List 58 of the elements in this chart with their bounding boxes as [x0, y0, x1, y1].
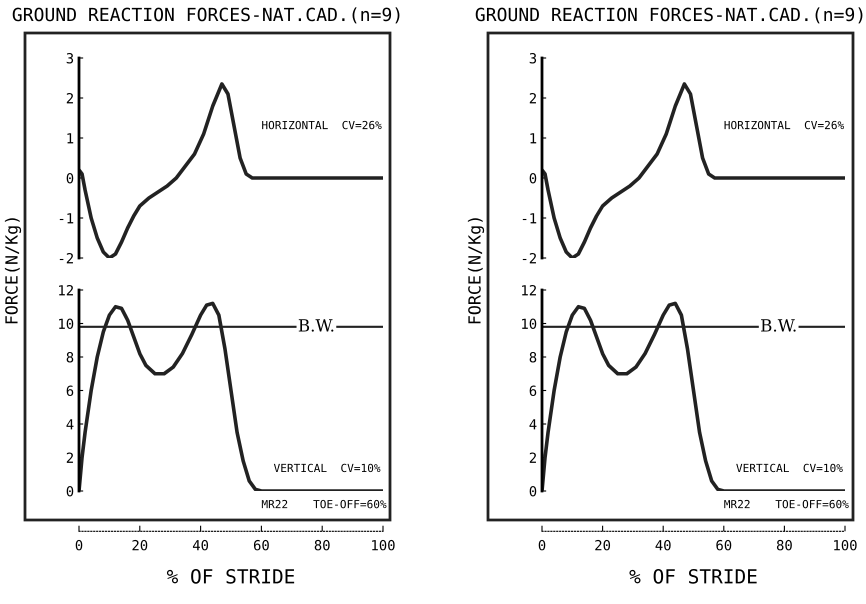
y-tick-label: 4 — [529, 419, 536, 430]
x-tick-label: 40 — [192, 540, 208, 550]
y-tick-label: -2 — [522, 253, 536, 264]
y-axis-title: FORCE(N/Kg) — [468, 218, 484, 324]
annotation: VERTICAL CV=10% — [736, 464, 843, 472]
y-tick-label: 6 — [66, 386, 74, 396]
y-tick-label: -2 — [60, 253, 73, 264]
y-tick-label: 10 — [522, 318, 536, 330]
text: TOE-OFF=60% — [313, 500, 386, 508]
y-tick-label: 8 — [66, 352, 74, 363]
y-tick-label: 0 — [66, 486, 74, 497]
x-tick-label: 0 — [76, 540, 82, 550]
x-tick-label: 100 — [834, 540, 857, 550]
annotation: VERTICAL CV=10% — [274, 464, 380, 472]
y-tick-label: 2 — [530, 452, 536, 463]
x-tick-label: 80 — [314, 540, 330, 550]
line-series — [79, 82, 383, 258]
y-tick-label: 12 — [59, 285, 73, 296]
x-tick-label: 80 — [776, 540, 792, 550]
chart-title: GROUND REACTION FORCES-NAT.CAD.(n=9) — [12, 7, 400, 24]
y-tick-label: 1 — [530, 133, 536, 144]
x-tick-label: 20 — [595, 540, 610, 550]
y-tick-label: -1 — [60, 213, 74, 224]
x-tick-label: 40 — [656, 540, 671, 550]
chart-title: GROUND REACTION FORCES-NAT.CAD.(n=9) — [476, 7, 862, 24]
x-tick-label: 0 — [538, 540, 546, 550]
y-tick-label: 0 — [530, 173, 536, 184]
x-axis-title: % OF STRIDE — [166, 568, 294, 584]
annotation: HORIZONTAL CV=26% — [724, 120, 844, 130]
x-axis-title: % OF STRIDE — [629, 568, 757, 584]
y-tick-label: 12 — [522, 285, 536, 296]
annotation: HORIZONTAL CV=26% — [262, 120, 382, 130]
x-tick-label: 60 — [254, 540, 269, 550]
y-tick-label: 2 — [66, 452, 73, 463]
y-tick-label: 8 — [530, 352, 536, 363]
x-tick-label: 60 — [716, 540, 732, 550]
y-tick-label: 1 — [67, 133, 74, 144]
y-tick-label: 4 — [66, 419, 74, 430]
y-tick-label: 6 — [530, 386, 536, 396]
line-series — [79, 302, 383, 491]
text: TOE-OFF=60% — [776, 500, 849, 508]
y-tick-label: 3 — [530, 53, 536, 64]
y-tick-label: 2 — [530, 93, 536, 104]
text: MR22 — [262, 500, 288, 508]
ref-line-label: B.W. — [761, 319, 796, 332]
ref-line-label: B.W. — [298, 319, 334, 332]
line-series — [542, 302, 845, 491]
y-tick-label: 2 — [66, 93, 73, 104]
y-tick-label: -1 — [522, 213, 536, 224]
y-tick-label: 3 — [66, 53, 74, 64]
y-tick-label: 0 — [530, 486, 536, 497]
line-series — [542, 82, 845, 258]
y-axis-title: FORCE(N/Kg) — [4, 218, 22, 324]
y-tick-label: 10 — [59, 318, 74, 330]
x-tick-label: 100 — [372, 540, 395, 550]
text: MR22 — [724, 500, 750, 508]
y-tick-label: 0 — [66, 173, 74, 184]
x-tick-label: 20 — [132, 540, 148, 550]
